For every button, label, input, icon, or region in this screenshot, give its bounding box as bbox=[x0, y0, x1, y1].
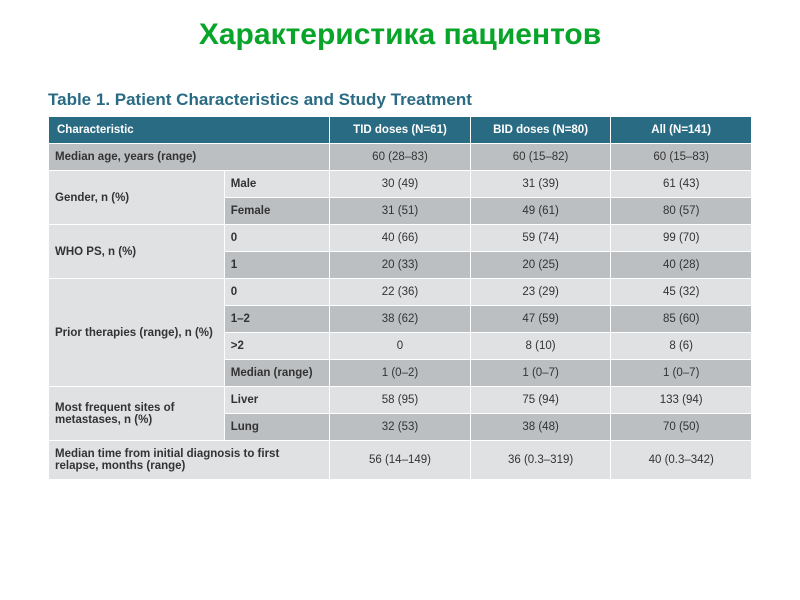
cell-value: 75 (94) bbox=[470, 387, 611, 414]
cell-value: 20 (33) bbox=[330, 252, 471, 279]
cell-value: 70 (50) bbox=[611, 414, 752, 441]
cell-value: 40 (66) bbox=[330, 225, 471, 252]
row-sublabel: Female bbox=[224, 198, 329, 225]
cell-value: 60 (28–83) bbox=[330, 144, 471, 171]
cell-value: 40 (0.3–342) bbox=[611, 441, 752, 480]
cell-value: 60 (15–82) bbox=[470, 144, 611, 171]
cell-value: 99 (70) bbox=[611, 225, 752, 252]
row-label: Gender, n (%) bbox=[49, 171, 225, 225]
table-row: WHO PS, n (%)040 (66)59 (74)99 (70) bbox=[49, 225, 752, 252]
cell-value: 30 (49) bbox=[330, 171, 471, 198]
cell-value: 1 (0–2) bbox=[330, 360, 471, 387]
cell-value: 80 (57) bbox=[611, 198, 752, 225]
row-sublabel: 1 bbox=[224, 252, 329, 279]
row-sublabel: 0 bbox=[224, 279, 329, 306]
cell-value: 60 (15–83) bbox=[611, 144, 752, 171]
row-sublabel: Median (range) bbox=[224, 360, 329, 387]
col-tid: TID doses (N=61) bbox=[330, 117, 471, 144]
cell-value: 61 (43) bbox=[611, 171, 752, 198]
row-sublabel: Male bbox=[224, 171, 329, 198]
cell-value: 38 (48) bbox=[470, 414, 611, 441]
row-sublabel: Lung bbox=[224, 414, 329, 441]
table-row: Prior therapies (range), n (%)022 (36)23… bbox=[49, 279, 752, 306]
cell-value: 1 (0–7) bbox=[611, 360, 752, 387]
row-sublabel: >2 bbox=[224, 333, 329, 360]
cell-value: 31 (51) bbox=[330, 198, 471, 225]
cell-value: 31 (39) bbox=[470, 171, 611, 198]
row-label: Prior therapies (range), n (%) bbox=[49, 279, 225, 387]
cell-value: 23 (29) bbox=[470, 279, 611, 306]
col-all: All (N=141) bbox=[611, 117, 752, 144]
cell-value: 22 (36) bbox=[330, 279, 471, 306]
table-header: Characteristic TID doses (N=61) BID dose… bbox=[49, 117, 752, 144]
cell-value: 58 (95) bbox=[330, 387, 471, 414]
cell-value: 20 (25) bbox=[470, 252, 611, 279]
table-row: Median age, years (range)60 (28–83)60 (1… bbox=[49, 144, 752, 171]
row-label: Median time from initial diagnosis to fi… bbox=[49, 441, 330, 480]
cell-value: 59 (74) bbox=[470, 225, 611, 252]
cell-value: 56 (14–149) bbox=[330, 441, 471, 480]
cell-value: 1 (0–7) bbox=[470, 360, 611, 387]
cell-value: 0 bbox=[330, 333, 471, 360]
col-characteristic: Characteristic bbox=[49, 117, 330, 144]
cell-value: 49 (61) bbox=[470, 198, 611, 225]
table-row: Gender, n (%)Male30 (49)31 (39)61 (43) bbox=[49, 171, 752, 198]
row-sublabel: 1–2 bbox=[224, 306, 329, 333]
table-caption: Table 1. Patient Characteristics and Stu… bbox=[48, 90, 752, 110]
row-sublabel: Liver bbox=[224, 387, 329, 414]
cell-value: 133 (94) bbox=[611, 387, 752, 414]
page-title: Характеристика пациентов bbox=[48, 18, 752, 52]
cell-value: 38 (62) bbox=[330, 306, 471, 333]
table-body: Median age, years (range)60 (28–83)60 (1… bbox=[49, 144, 752, 480]
table-row: Median time from initial diagnosis to fi… bbox=[49, 441, 752, 480]
cell-value: 47 (59) bbox=[470, 306, 611, 333]
cell-value: 45 (32) bbox=[611, 279, 752, 306]
cell-value: 32 (53) bbox=[330, 414, 471, 441]
table-row: Most frequent sites of metastases, n (%)… bbox=[49, 387, 752, 414]
cell-value: 8 (10) bbox=[470, 333, 611, 360]
patient-characteristics-table: Characteristic TID doses (N=61) BID dose… bbox=[48, 116, 752, 480]
col-bid: BID doses (N=80) bbox=[470, 117, 611, 144]
row-label: Most frequent sites of metastases, n (%) bbox=[49, 387, 225, 441]
cell-value: 85 (60) bbox=[611, 306, 752, 333]
row-label: Median age, years (range) bbox=[49, 144, 330, 171]
row-label: WHO PS, n (%) bbox=[49, 225, 225, 279]
row-sublabel: 0 bbox=[224, 225, 329, 252]
cell-value: 8 (6) bbox=[611, 333, 752, 360]
cell-value: 40 (28) bbox=[611, 252, 752, 279]
cell-value: 36 (0.3–319) bbox=[470, 441, 611, 480]
slide: Характеристика пациентов Table 1. Patien… bbox=[0, 0, 800, 600]
